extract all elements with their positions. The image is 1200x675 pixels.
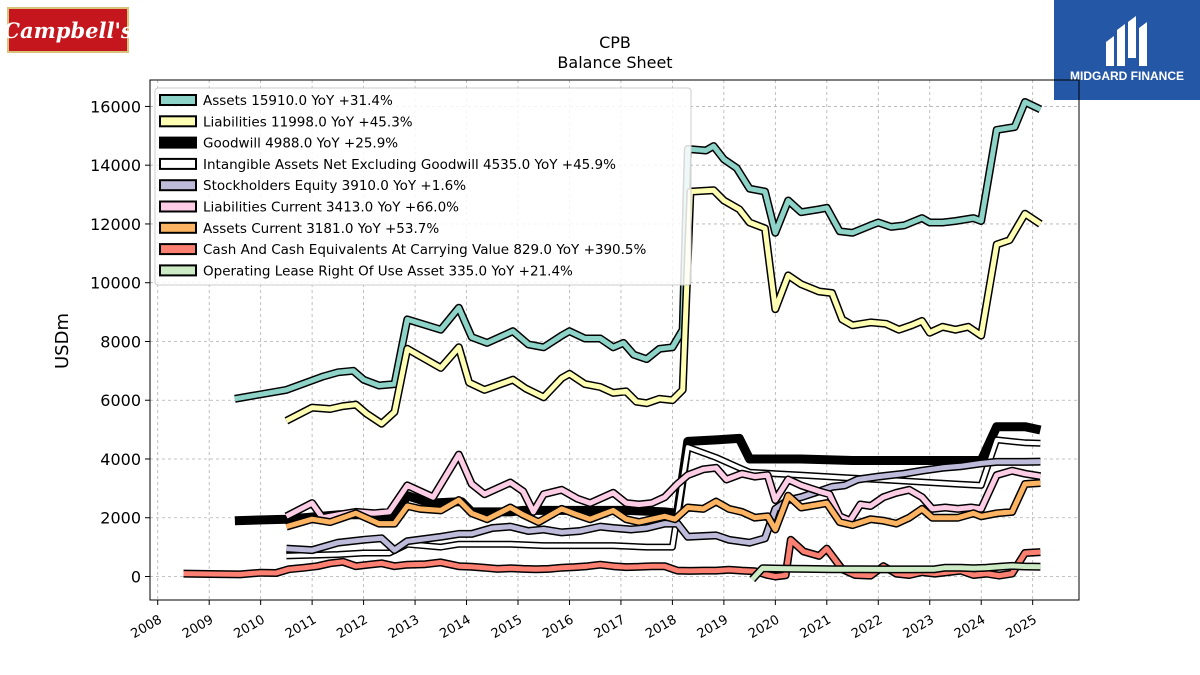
x-tick-label: 2009 — [180, 612, 216, 642]
y-axis-label: USDm — [52, 313, 73, 369]
x-tick-label: 2021 — [798, 612, 834, 642]
y-tick-label: 12000 — [90, 215, 141, 234]
series-path — [285, 480, 1041, 532]
legend-item: Assets 15910.0 YoY +31.4% — [159, 93, 393, 109]
legend-label: Stockholders Equity 3910.0 YoY +1.6% — [203, 178, 466, 194]
legend-label: Assets Current 3181.0 YoY +53.7% — [203, 221, 439, 237]
series-path — [286, 459, 1041, 553]
legend-swatch — [159, 136, 197, 149]
x-axis-ticks: 2008 2009 2010 2011 2012 2013 2014 2015 2016 2017… — [129, 600, 1040, 642]
x-tick-label: 2008 — [129, 612, 165, 642]
x-tick-label: 2010 — [231, 612, 267, 642]
legend-swatch — [159, 221, 197, 234]
legend-label: Assets 15910.0 YoY +31.4% — [203, 93, 393, 109]
series-line-4 — [286, 457, 1041, 555]
legend-label: Liabilities Current 3413.0 YoY +66.0% — [203, 200, 459, 216]
x-tick-label: 2018 — [643, 612, 679, 642]
x-tick-label: 2013 — [386, 612, 422, 642]
y-tick-label: 16000 — [90, 97, 141, 116]
x-tick-label: 2011 — [283, 612, 319, 642]
midgard-finance-logo-mark: MIDGARD FINANCE — [1070, 16, 1184, 83]
x-tick-label: 2015 — [489, 612, 525, 642]
y-tick-label: 10000 — [90, 274, 141, 293]
x-tick-label: 2024 — [952, 612, 988, 642]
legend-swatch — [159, 243, 197, 256]
y-tick-label: 0 — [131, 567, 141, 586]
y-tick-label: 6000 — [100, 391, 141, 410]
legend-item: Operating Lease Right Of Use Asset 335.0… — [159, 263, 573, 279]
y-tick-label: 8000 — [100, 332, 141, 351]
series-line-1 — [284, 186, 1043, 428]
series-line-7 — [183, 535, 1041, 581]
x-tick-label: 2025 — [1004, 612, 1040, 642]
y-axis-ticks: 0 2000 4000 6000 8000 10000 12000 14000 16000 — [90, 97, 150, 586]
legend-label: Operating Lease Right Of Use Asset 335.0… — [203, 263, 573, 279]
legend-swatch — [159, 264, 197, 277]
campbells-logo-text: Campbell's — [3, 17, 133, 43]
series-path — [285, 187, 1042, 427]
series-lines — [183, 98, 1043, 583]
x-tick-label: 2016 — [540, 612, 576, 642]
legend-swatch — [159, 115, 197, 128]
series-line-3 — [286, 436, 1041, 560]
midgard-finance-logo-text: MIDGARD FINANCE — [1070, 69, 1184, 83]
series-path — [286, 437, 1041, 558]
x-tick-label: 2014 — [437, 612, 473, 642]
series-line-8 — [749, 561, 1041, 583]
y-tick-label: 2000 — [100, 509, 141, 528]
x-tick-label: 2019 — [695, 612, 731, 642]
legend-box — [154, 87, 692, 286]
chart-title: CPB — [599, 33, 631, 52]
legend-item: Liabilities Current 3413.0 YoY +66.0% — [159, 200, 459, 216]
campbells-logo: Campbell's — [3, 7, 133, 53]
legend-label: Cash And Cash Equivalents At Carrying Va… — [203, 242, 647, 258]
series-line-2 — [234, 422, 1042, 526]
legend-swatch — [159, 94, 197, 106]
legend-item: Stockholders Equity 3910.0 YoY +1.6% — [159, 178, 466, 194]
legend-item: Cash And Cash Equivalents At Carrying Va… — [159, 242, 647, 258]
x-tick-label: 2012 — [334, 612, 370, 642]
legend-swatch — [159, 157, 197, 170]
y-tick-label: 14000 — [90, 156, 141, 175]
series-path — [183, 537, 1041, 579]
series-line-6 — [285, 479, 1041, 534]
legend-swatch — [159, 200, 197, 213]
legend: Assets 15910.0 YoY +31.4% Liabilities 119… — [154, 87, 692, 286]
legend-swatch — [159, 179, 197, 192]
series-line-5 — [284, 450, 1042, 525]
chart-subtitle: Balance Sheet — [557, 53, 672, 72]
legend-item: Assets Current 3181.0 YoY +53.7% — [159, 221, 439, 237]
series-path — [750, 563, 1041, 582]
x-tick-label: 2017 — [592, 612, 628, 642]
legend-item: Intangible Assets Net Excluding Goodwill… — [159, 157, 616, 173]
plot-frame — [149, 79, 1080, 601]
x-tick-label: 2020 — [746, 612, 782, 642]
legend-label: Liabilities 11998.0 YoY +45.3% — [203, 114, 413, 130]
legend-item: Goodwill 4988.0 YoY +25.9% — [159, 136, 398, 152]
x-tick-label: 2022 — [849, 612, 885, 642]
series-path — [234, 422, 1042, 526]
y-tick-label: 4000 — [100, 450, 141, 469]
legend-label: Intangible Assets Net Excluding Goodwill… — [203, 157, 616, 173]
x-tick-label: 2023 — [901, 612, 937, 642]
midgard-finance-logo: MIDGARD FINANCE — [1054, 0, 1200, 100]
legend-item: Liabilities 11998.0 YoY +45.3% — [159, 114, 413, 130]
series-path — [285, 452, 1041, 524]
legend-label: Goodwill 4988.0 YoY +25.9% — [203, 136, 398, 152]
